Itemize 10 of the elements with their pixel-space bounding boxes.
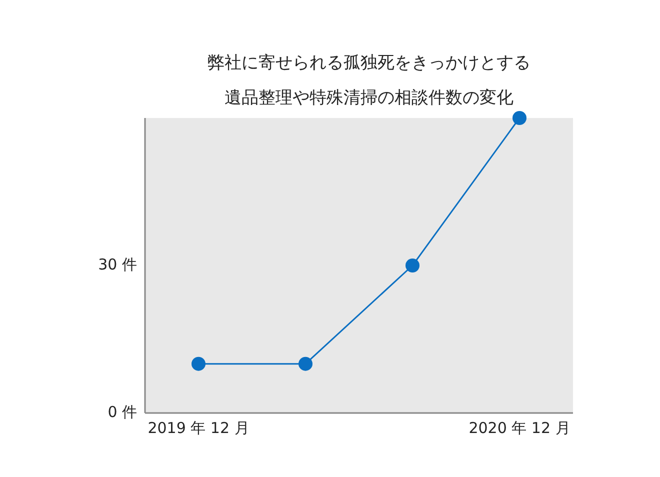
point xyxy=(406,258,420,272)
y-tick-label: 0 件 xyxy=(108,403,137,422)
chart-subtitle: 遺品整理や特殊清掃の相談件数の変化 xyxy=(224,88,514,108)
point xyxy=(192,356,206,371)
point xyxy=(512,111,526,125)
x-tick-label: 2019 年 12 月 xyxy=(148,419,250,437)
x-tick-label: 2020 年 12 月 xyxy=(468,419,570,437)
y-tick-label: 30 件 xyxy=(98,256,137,274)
chart-title: 弊社に寄せられる孤独死をきっかけとする xyxy=(208,53,530,73)
point xyxy=(298,356,312,371)
